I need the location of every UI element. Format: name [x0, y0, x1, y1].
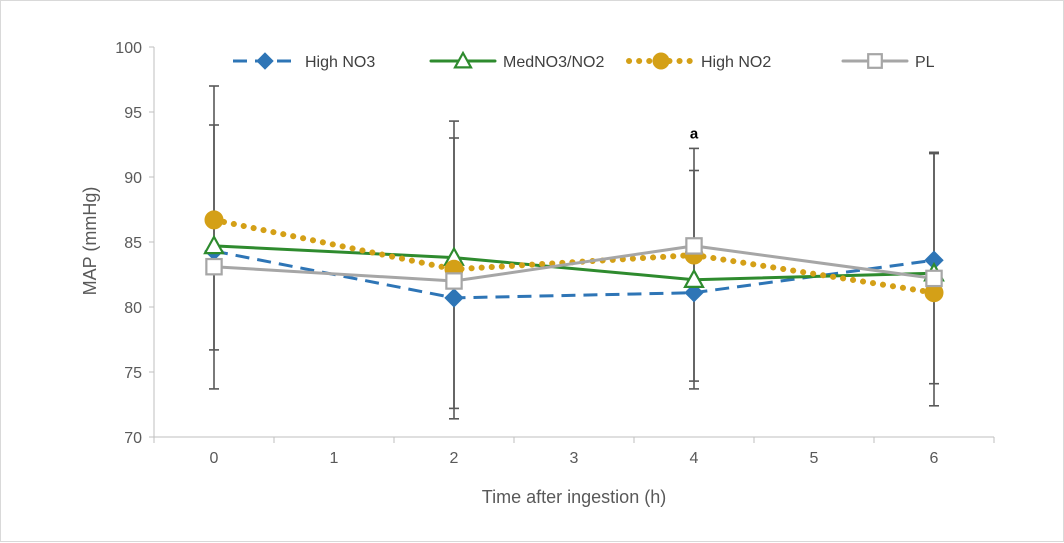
- y-tick-label: 100: [115, 40, 142, 57]
- x-tick-label: 1: [330, 450, 339, 467]
- legend-label: High NO2: [701, 54, 771, 71]
- x-tick-label: 0: [210, 450, 219, 467]
- legend-marker: [652, 52, 670, 70]
- legend-marker: [256, 52, 274, 70]
- x-tick-label: 6: [930, 450, 939, 467]
- x-axis-title: Time after ingestion (h): [482, 487, 666, 507]
- y-tick-label: 75: [124, 365, 142, 382]
- legend-label: High NO3: [305, 54, 375, 71]
- series-line-pl: [212, 244, 936, 283]
- legend: High NO3 MedNO3/NO2 High NO2 PL: [233, 50, 935, 71]
- x-tick-label: 5: [810, 450, 819, 467]
- x-tick-label: 2: [450, 450, 459, 467]
- series-lines-group: [211, 216, 937, 300]
- annotation-label: a: [690, 125, 699, 142]
- y-tick-label: 90: [124, 170, 142, 187]
- marker-high-no3: [684, 282, 704, 303]
- marker-pl: [685, 237, 703, 255]
- marker-pl: [445, 272, 463, 290]
- x-tick-label: 4: [690, 450, 699, 467]
- y-tick-label: 95: [124, 105, 142, 122]
- y-tick-label: 80: [124, 300, 142, 317]
- legend-label: MedNO3/NO2: [503, 54, 604, 71]
- markers-group: a: [203, 125, 945, 308]
- marker-high-no2: [204, 210, 224, 230]
- y-tick-label: 85: [124, 235, 142, 252]
- series-line-high-no2: [211, 216, 937, 296]
- marker-medno3-no2: [203, 234, 225, 255]
- marker-pl: [925, 269, 943, 288]
- axes-group: 70 75 80 85 90 95 100 0 1 2 3 4 5 6: [115, 40, 995, 467]
- legend-label: PL: [915, 54, 935, 71]
- x-tick-label: 3: [570, 450, 579, 467]
- legend-marker: [867, 53, 883, 69]
- y-tick-label: 70: [124, 430, 142, 447]
- y-axis-title: MAP (mmHg): [80, 187, 100, 296]
- marker-high-no3: [444, 288, 464, 308]
- legend-marker: [453, 50, 473, 69]
- marker-medno3-no2: [683, 268, 705, 288]
- marker-pl: [205, 257, 223, 276]
